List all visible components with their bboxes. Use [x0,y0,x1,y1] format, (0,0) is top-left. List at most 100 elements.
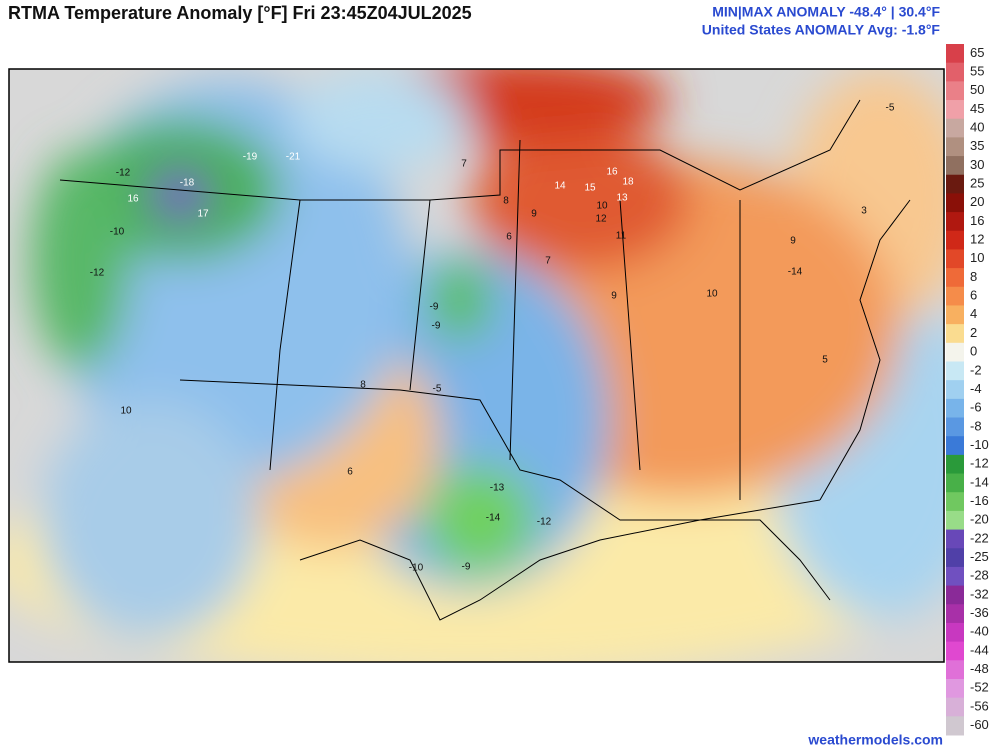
station-value: -5 [886,103,895,114]
colorbar-swatch [946,286,964,306]
colorbar-label: -32 [970,586,989,601]
colorbar-swatch [946,174,964,194]
station-value: 9 [611,291,617,302]
colorbar-label: 50 [970,82,984,97]
colorbar-label: 2 [970,325,977,340]
station-value: 10 [596,201,608,212]
colorbar-label: 4 [970,306,977,321]
station-value: 6 [347,467,353,478]
colorbar-label: -52 [970,680,989,695]
station-value: 17 [197,209,209,220]
colorbar-swatch [946,193,964,213]
colorbar-label: 25 [970,176,984,191]
station-value: -14 [788,267,803,278]
colorbar-swatch [946,81,964,101]
station-value: 15 [584,183,596,194]
station-value: 7 [545,256,551,267]
colorbar-label: 45 [970,101,984,116]
colorbar-label: -40 [970,624,989,639]
colorbar-swatch [946,473,964,493]
colorbar-label: 12 [970,232,984,247]
station-value: -5 [433,384,442,395]
map-frame [8,68,945,663]
colorbar-swatch [946,118,964,138]
colorbar-swatch [946,342,964,362]
colorbar-swatch [946,566,964,587]
colorbar-label: 65 [970,45,984,60]
station-value: 18 [622,177,634,188]
colorbar-swatch [946,454,964,475]
colorbar-swatch [946,529,964,549]
colorbar-label: 8 [970,269,977,284]
station-value: -19 [243,152,258,163]
colorbar-label: -6 [970,400,982,415]
station-value: 11 [616,231,627,242]
station-value: 16 [606,167,618,178]
colorbar-label: -10 [970,437,989,452]
station-value: 8 [360,380,366,391]
station-value: 16 [127,194,139,205]
station-value: -13 [490,483,505,494]
station-value: 9 [531,209,537,220]
colorbar-label: 55 [970,63,984,78]
colorbar-label: 35 [970,138,984,153]
colorbar-swatch [946,230,964,250]
station-value: -12 [116,168,131,179]
colorbar-label: 16 [970,213,984,228]
colorbar-swatch [946,436,964,456]
colorbar-swatch [946,380,964,400]
colorbar-label: -60 [970,717,989,732]
station-value: 7 [461,159,467,170]
station-value: -14 [486,513,501,524]
station-value: 6 [506,232,512,243]
station-value: 9 [790,236,796,247]
colorbar-swatch [946,137,964,157]
colorbar-label: -2 [970,362,982,377]
station-value: 5 [822,355,828,366]
station-value: -10 [110,227,125,238]
colorbar-swatch [946,585,964,605]
colorbar-label: -44 [970,642,989,657]
station-value: -18 [180,178,195,189]
stats: MIN|MAX ANOMALY -48.4° | 30.4°F [712,4,940,20]
colorbar-label: 40 [970,119,984,134]
colorbar-label: -14 [970,474,989,489]
station-value: 3 [861,206,867,217]
colorbar-swatch [946,100,964,120]
title: RTMA Temperature Anomaly [°F] Fri 23:45Z… [8,3,472,23]
average: United States ANOMALY Avg: -1.8°F [702,22,941,38]
colorbar-swatch [946,361,964,381]
colorbar-swatch [946,156,964,176]
colorbar-label: -12 [970,456,989,471]
credit: weathermodels.com [807,732,943,748]
colorbar-label: 0 [970,344,977,359]
colorbar-swatch [946,641,964,661]
colorbar-label: -20 [970,512,989,527]
colorbar-swatch [946,324,964,344]
colorbar-label: -56 [970,698,989,713]
station-value: -9 [432,321,441,332]
colorbar-swatch [946,548,964,568]
station-value: 8 [503,196,509,207]
station-value: 10 [120,406,132,417]
station-value: -12 [537,517,552,528]
station-value: -9 [430,302,439,313]
colorbar-swatch [946,44,964,64]
colorbar-swatch [946,678,964,699]
station-value: -10 [409,563,424,574]
colorbar-swatch [946,622,964,643]
colorbar-swatch [946,660,964,680]
colorbar-label: -4 [970,381,982,396]
colorbar-swatch [946,62,964,82]
colorbar-label: -48 [970,661,989,676]
colorbar-swatch [946,268,964,288]
station-value: 14 [554,181,566,192]
colorbar-label: 20 [970,194,984,209]
colorbar-label: 30 [970,157,984,172]
station-value: -21 [286,152,301,163]
colorbar-swatch [946,604,964,624]
colorbar-swatch [946,716,964,736]
colorbar-label: -36 [970,605,989,620]
colorbar-swatch [946,697,964,717]
